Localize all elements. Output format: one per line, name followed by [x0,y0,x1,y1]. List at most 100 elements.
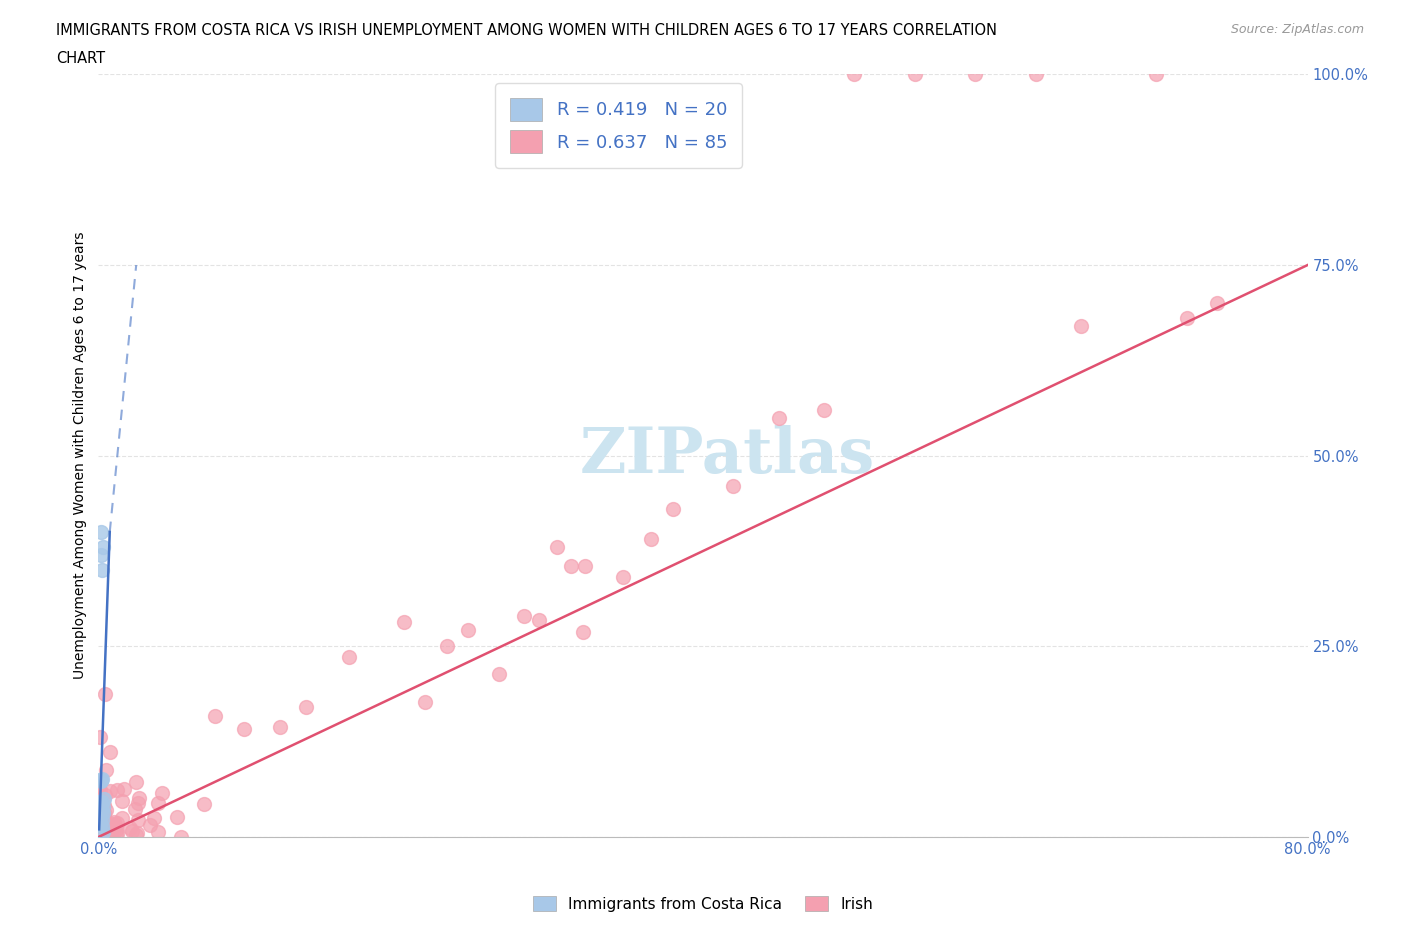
Point [723,479,745,494]
Point [89,798,111,813]
Point [436,639,458,654]
Y-axis label: Unemployment Among Women with Children Ages 6 to 17 years: Unemployment Among Women with Children A… [73,232,87,680]
Point [413,695,436,710]
Point [1024,67,1046,82]
Point [103,820,125,835]
Point [93,808,115,823]
Point [93,791,115,806]
Point [148,796,170,811]
Point [166,810,188,825]
Point [1206,296,1229,311]
Point [111,810,134,825]
Point [904,67,927,82]
Point [124,802,146,817]
Point [104,819,127,834]
Point [90,813,112,828]
Point [457,622,479,637]
Point [103,815,125,830]
Point [91,824,114,839]
Legend: R = 0.419   N = 20, R = 0.637   N = 85: R = 0.419 N = 20, R = 0.637 N = 85 [495,84,741,167]
Point [233,722,256,737]
Point [527,613,550,628]
Point [91,771,114,786]
Point [574,558,596,573]
Point [91,820,114,835]
Point [105,827,128,842]
Point [813,403,835,418]
Point [89,814,111,829]
Point [89,794,111,809]
Point [98,745,121,760]
Point [105,827,128,842]
Point [96,763,118,777]
Point [90,798,112,813]
Point [91,827,114,842]
Point [488,666,510,681]
Point [90,818,112,833]
Point [1144,67,1167,82]
Point [98,816,121,830]
Point [94,686,117,701]
Point [560,559,582,574]
Point [118,820,141,835]
Point [121,823,143,838]
Point [143,811,166,826]
Point [640,532,662,547]
Point [90,525,112,539]
Point [90,548,112,563]
Point [150,786,173,801]
Point [127,796,149,811]
Point [90,829,112,844]
Point [93,804,115,819]
Point [127,813,149,828]
Point [193,797,215,812]
Point [89,803,111,817]
Text: IMMIGRANTS FROM COSTA RICA VS IRISH UNEMPLOYMENT AMONG WOMEN WITH CHILDREN AGES : IMMIGRANTS FROM COSTA RICA VS IRISH UNEM… [56,23,997,38]
Point [101,822,124,837]
Point [96,803,118,817]
Point [101,822,124,837]
Legend: Immigrants from Costa Rica, Irish: Immigrants from Costa Rica, Irish [527,889,879,918]
Point [91,539,114,554]
Point [612,569,634,584]
Point [90,795,112,810]
Point [90,773,112,788]
Point [91,563,114,578]
Point [844,67,866,82]
Point [90,774,112,789]
Point [91,800,114,815]
Text: ZIPatlas: ZIPatlas [579,425,875,486]
Point [91,805,114,820]
Point [93,825,115,840]
Point [128,790,150,805]
Point [965,67,987,82]
Point [89,806,111,821]
Point [1070,319,1092,334]
Point [90,822,112,837]
Point [125,828,148,843]
Point [125,825,148,840]
Point [89,783,111,798]
Point [93,798,115,813]
Point [139,817,162,832]
Point [112,781,135,796]
Point [89,817,111,832]
Point [91,794,114,809]
Point [89,729,111,744]
Point [546,539,568,554]
Point [105,816,128,830]
Point [89,778,111,793]
Point [661,501,683,516]
Point [98,825,121,840]
Text: Source: ZipAtlas.com: Source: ZipAtlas.com [1230,23,1364,36]
Point [89,808,111,823]
Point [768,410,790,425]
Point [571,624,593,639]
Point [105,822,128,837]
Text: CHART: CHART [56,51,105,66]
Point [104,817,127,832]
Point [339,649,361,664]
Point [204,709,226,724]
Point [392,615,415,630]
Point [269,720,291,735]
